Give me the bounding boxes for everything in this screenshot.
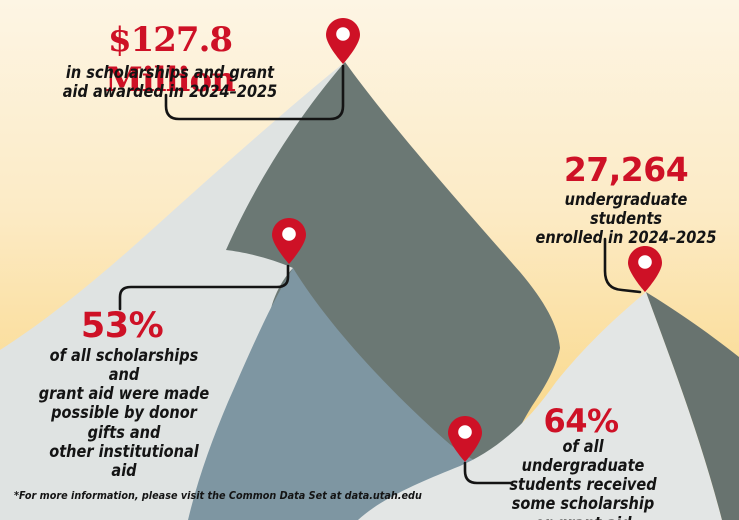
mountain-right-light-face [358, 292, 722, 520]
caption-line: enrolled in 2024–2025 [535, 228, 717, 248]
mountain-right-dark-face [646, 292, 739, 520]
mountain-blue-peak [188, 268, 500, 520]
caption-line: grant aid were made [38, 384, 210, 404]
caption-line: of all undergraduate [521, 437, 645, 476]
stat-enrollment-caption: undergraduate students enrolled in 2024–… [529, 190, 723, 247]
caption-line: students received [509, 475, 657, 495]
caption-line: aid awarded in 2024–2025 [62, 82, 278, 102]
stat-received-caption: of all undergraduate students received s… [499, 437, 666, 520]
caption-line: of all scholarships and [49, 346, 199, 385]
stat-scholarships-caption: in scholarships and grant aid awarded in… [56, 63, 285, 101]
stat-received-aid: 64% [543, 402, 619, 440]
caption-line: some scholarship [511, 494, 655, 514]
caption-line: undergraduate students [564, 190, 688, 229]
map-pin-icon [326, 18, 360, 64]
stat-scholarships-total: $127.8 Million [105, 20, 236, 100]
leader-line-received [463, 461, 514, 485]
caption-line: possible by donor gifts and [51, 403, 197, 442]
caption-line: other institutional aid [49, 441, 199, 480]
caption-line: or grant aid [499, 514, 666, 520]
footer-note: *For more information, please visit the … [14, 490, 422, 502]
stat-donor-share: 53% [80, 306, 164, 346]
stat-enrollment: 27,264 [563, 150, 689, 189]
leader-line-donor [118, 264, 290, 311]
map-pin-icon [628, 246, 662, 292]
caption-line: in scholarships and grant [65, 63, 275, 82]
leader-line-scholarships [164, 64, 345, 121]
leader-line-enrollment [603, 237, 642, 294]
stat-donor-caption: of all scholarships and grant aid were m… [36, 346, 212, 480]
